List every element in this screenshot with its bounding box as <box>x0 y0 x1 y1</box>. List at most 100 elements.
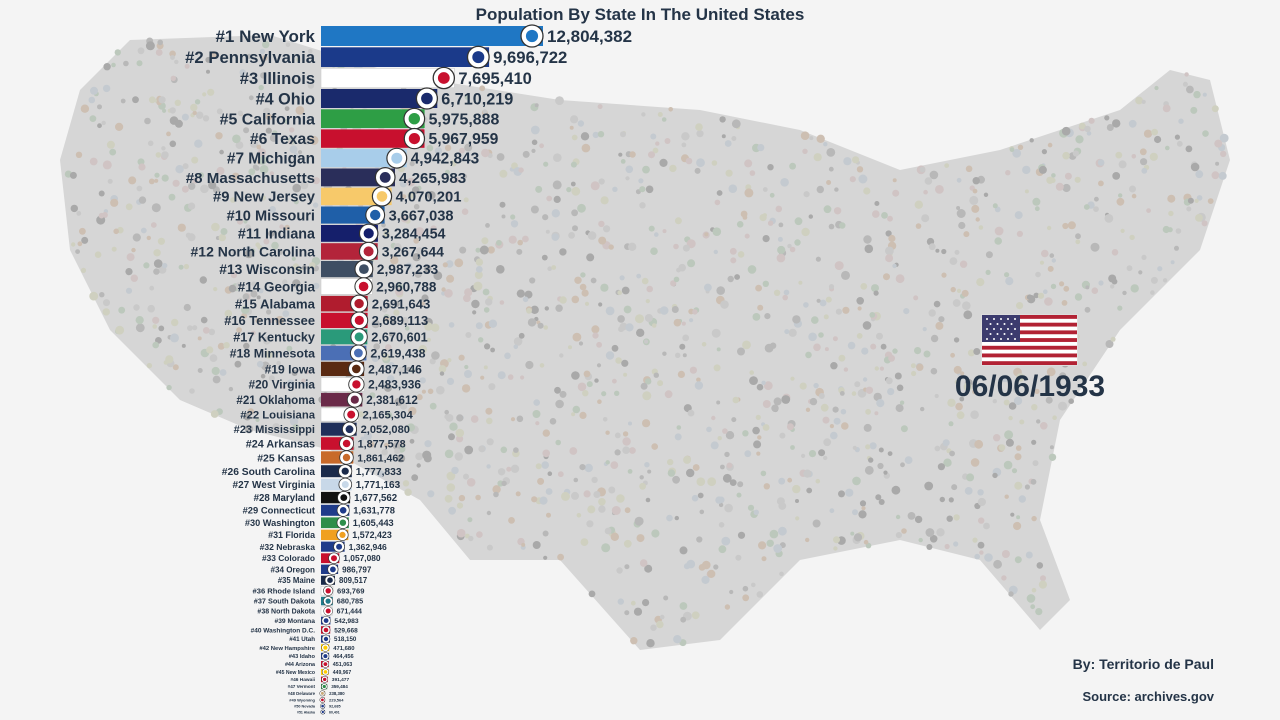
state-flag-icon <box>339 519 347 526</box>
category-label: #31 Florida <box>268 530 315 540</box>
category-label: #27 West Virginia <box>233 480 316 491</box>
value-label: 2,987,233 <box>377 262 439 277</box>
category-label: #38 North Dakota <box>257 609 315 616</box>
state-flag-icon <box>323 662 328 666</box>
state-flag-icon <box>354 332 364 342</box>
value-label: 451,063 <box>333 662 353 668</box>
state-flag-icon <box>391 152 403 164</box>
state-flag-icon <box>342 453 351 462</box>
state-flag-icon <box>321 710 324 714</box>
category-label: #51 Alaska <box>297 710 315 714</box>
bar <box>321 47 490 67</box>
category-label: #9 New Jersey <box>213 190 316 206</box>
value-label: 1,631,778 <box>353 505 395 516</box>
category-label: #46 Hawaii <box>290 677 315 683</box>
category-label: #37 South Dakota <box>254 597 316 606</box>
state-flag-icon <box>408 133 420 145</box>
state-flag-icon <box>336 543 343 550</box>
category-label: #32 Nebraska <box>260 542 316 552</box>
state-flag-icon <box>354 298 364 309</box>
value-label: 1,877,578 <box>358 438 406 450</box>
value-label: 3,667,038 <box>389 208 454 224</box>
value-label: 1,362,946 <box>349 542 387 552</box>
state-flag-icon <box>341 481 349 488</box>
category-label: #49 Wyoming <box>289 697 315 702</box>
state-flag-icon <box>370 209 381 221</box>
category-label: #34 Oregon <box>270 565 315 574</box>
state-flag-icon <box>325 598 331 604</box>
state-flag-icon <box>342 439 351 448</box>
state-flag-icon <box>354 315 364 325</box>
state-flag-icon <box>472 51 485 64</box>
value-label: 4,265,983 <box>399 170 466 187</box>
bar <box>321 129 425 148</box>
category-label: #43 Idaho <box>289 654 316 660</box>
value-label: 1,572,423 <box>352 530 392 540</box>
value-label: 1,677,562 <box>354 493 397 504</box>
category-label: #40 Washington D.C. <box>251 627 316 634</box>
category-label: #18 Minnesota <box>230 347 315 361</box>
state-flag-icon <box>323 627 329 633</box>
value-label: 809,517 <box>339 576 367 585</box>
category-label: #12 North Carolina <box>191 244 316 260</box>
value-label: 1,057,080 <box>343 553 381 563</box>
state-flag-icon <box>323 618 329 623</box>
bar <box>321 478 352 491</box>
category-label: #45 New Mexico <box>276 670 315 676</box>
state-flag-icon <box>325 588 331 594</box>
value-label: 2,483,936 <box>368 378 421 392</box>
state-flag-icon <box>330 566 336 573</box>
category-label: #35 Maine <box>278 576 316 585</box>
category-label: #29 Connecticut <box>243 505 315 516</box>
state-flag-icon <box>323 645 328 650</box>
credit-author: By: Territorio de Paul <box>1072 656 1214 672</box>
state-flag-icon <box>322 684 326 689</box>
value-label: 9,696,722 <box>493 48 567 67</box>
category-label: #17 Kentucky <box>233 330 315 344</box>
category-label: #5 California <box>220 111 316 128</box>
bar <box>321 89 438 108</box>
value-label: 60,401 <box>329 710 340 714</box>
category-label: #15 Alabama <box>235 296 316 311</box>
state-flag-icon <box>354 348 363 358</box>
category-label: #14 Georgia <box>238 279 316 294</box>
state-flag-icon <box>321 704 324 708</box>
category-label: #44 Arizona <box>285 662 316 668</box>
state-flag-icon <box>363 246 374 257</box>
value-label: 6,710,219 <box>441 90 513 108</box>
us-flag-icon <box>981 314 1078 366</box>
state-flag-icon <box>352 380 361 389</box>
category-label: #20 Virginia <box>248 378 315 392</box>
state-flag-icon <box>379 172 391 183</box>
value-label: 5,967,959 <box>429 131 499 148</box>
value-label: 449,967 <box>333 670 352 676</box>
category-label: #10 Missouri <box>227 208 315 224</box>
bar <box>321 529 349 541</box>
category-label: #19 Iowa <box>265 362 316 376</box>
category-label: #33 Colorado <box>262 553 315 563</box>
category-label: #21 Oklahoma <box>236 394 315 407</box>
value-label: 7,695,410 <box>458 70 531 88</box>
state-flag-icon <box>345 425 354 434</box>
state-flag-icon <box>437 72 450 84</box>
state-flag-icon <box>323 677 327 682</box>
value-label: 2,381,612 <box>366 394 418 407</box>
value-label: 1,777,833 <box>356 467 402 478</box>
bar <box>321 109 425 128</box>
category-label: #2 Pennsylvania <box>185 48 316 67</box>
category-label: #1 New York <box>215 27 315 46</box>
category-label: #23 Mississippi <box>234 424 315 436</box>
category-label: #41 Utah <box>289 636 315 643</box>
value-label: 2,689,113 <box>372 313 429 328</box>
bar <box>321 541 345 552</box>
chart-title: Population By State In The United States <box>475 5 805 24</box>
value-label: 2,960,788 <box>376 279 437 294</box>
state-flag-icon <box>350 395 359 404</box>
credit-source: Source: archives.gov <box>1082 689 1215 704</box>
value-label: 2,670,601 <box>371 330 427 344</box>
category-label: #26 South Carolina <box>222 467 316 478</box>
value-label: 2,052,080 <box>361 424 410 436</box>
bar <box>321 517 349 529</box>
date-label: 06/06/1933 <box>954 370 1106 403</box>
